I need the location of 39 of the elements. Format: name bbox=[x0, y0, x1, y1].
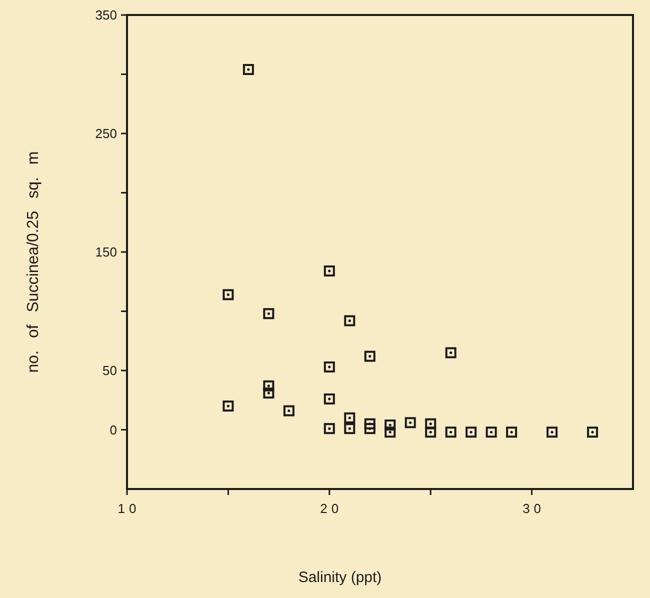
y-tick-label: 150 bbox=[95, 244, 117, 260]
point bbox=[344, 423, 356, 434]
point bbox=[242, 64, 254, 76]
point bbox=[404, 417, 416, 428]
point bbox=[222, 400, 234, 412]
point bbox=[425, 426, 436, 438]
point bbox=[364, 350, 376, 362]
x-tick-label: 30 bbox=[522, 501, 546, 516]
point bbox=[486, 426, 497, 438]
x-tick-label: 10 bbox=[118, 501, 140, 516]
point bbox=[344, 412, 356, 424]
point bbox=[324, 393, 335, 404]
point bbox=[324, 265, 335, 276]
point bbox=[445, 426, 456, 438]
y-axis-title: no. of Succinea/0.25 sq. m bbox=[25, 151, 42, 373]
point bbox=[466, 426, 477, 438]
point bbox=[384, 420, 396, 431]
point bbox=[364, 418, 376, 430]
point bbox=[384, 426, 396, 438]
point bbox=[445, 347, 456, 358]
y-tick-label: 50 bbox=[102, 363, 117, 378]
point bbox=[506, 426, 518, 438]
point bbox=[344, 315, 356, 326]
x-tick-label: 20 bbox=[320, 501, 343, 516]
point bbox=[283, 405, 294, 416]
point bbox=[324, 423, 335, 434]
point bbox=[587, 426, 598, 438]
y-tick-label: 350 bbox=[95, 8, 117, 23]
point bbox=[324, 361, 335, 372]
point bbox=[546, 426, 558, 438]
point bbox=[263, 380, 274, 392]
point bbox=[425, 418, 436, 430]
point bbox=[364, 423, 376, 434]
x-axis-title: Salinity (ppt) bbox=[298, 569, 382, 586]
point bbox=[222, 289, 234, 300]
point bbox=[263, 388, 274, 399]
y-tick-label: 0 bbox=[110, 422, 117, 438]
y-tick-label: 250 bbox=[95, 126, 117, 142]
point bbox=[263, 308, 274, 320]
